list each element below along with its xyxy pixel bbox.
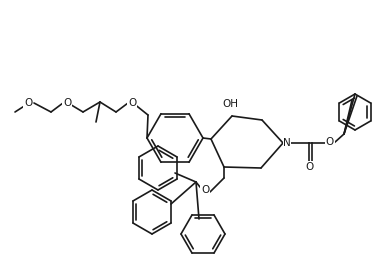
Text: O: O — [128, 98, 136, 108]
Text: O: O — [326, 137, 334, 147]
Text: O: O — [63, 98, 71, 108]
Text: OH: OH — [222, 99, 238, 109]
Text: O: O — [24, 98, 32, 108]
Text: N: N — [283, 138, 291, 148]
Text: O: O — [306, 162, 314, 172]
Text: O: O — [201, 185, 209, 195]
